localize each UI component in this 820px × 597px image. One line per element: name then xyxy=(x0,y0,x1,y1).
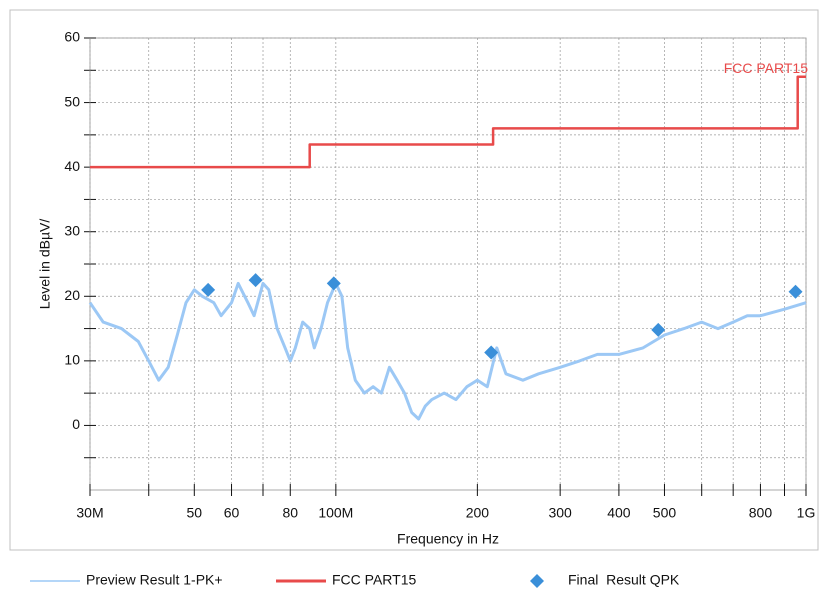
data-point xyxy=(201,282,216,297)
x-tick-label: 60 xyxy=(224,505,240,521)
x-axis-label: Frequency in Hz xyxy=(397,531,499,547)
data-point xyxy=(326,276,341,291)
x-tick-label: 200 xyxy=(466,505,490,521)
x-tick-label: 30M xyxy=(76,505,103,521)
x-tick-label: 400 xyxy=(607,505,631,521)
y-tick-label: 10 xyxy=(64,352,80,368)
data-point xyxy=(788,284,803,299)
y-tick-label: 40 xyxy=(64,158,80,174)
y-axis-label: Level in dBµV/ xyxy=(37,219,53,310)
legend-label: Preview Result 1-PK+ xyxy=(86,572,223,588)
y-tick-label: 20 xyxy=(64,287,80,303)
data-point xyxy=(248,273,263,288)
x-tick-label: 500 xyxy=(653,505,677,521)
x-tick-label: 80 xyxy=(282,505,298,521)
series-line xyxy=(90,75,806,169)
x-tick-label: 100M xyxy=(318,505,353,521)
y-tick-label: 60 xyxy=(64,29,80,45)
series-line xyxy=(88,281,807,421)
chart-frame xyxy=(9,9,819,551)
legend-marker xyxy=(530,574,544,588)
x-tick-label: 1G xyxy=(797,505,816,521)
legend-label: Final Result QPK xyxy=(568,572,680,588)
y-tick-label: 30 xyxy=(64,222,80,238)
x-tick-label: 50 xyxy=(187,505,203,521)
y-tick-label: 0 xyxy=(72,416,80,432)
data-point xyxy=(651,322,666,337)
x-tick-label: 300 xyxy=(548,505,572,521)
legend-label: FCC PART15 xyxy=(332,572,416,588)
data-point xyxy=(484,345,499,360)
y-tick-label: 50 xyxy=(64,93,80,109)
x-tick-label: 800 xyxy=(749,505,773,521)
annotation: FCC PART15 xyxy=(724,60,808,76)
